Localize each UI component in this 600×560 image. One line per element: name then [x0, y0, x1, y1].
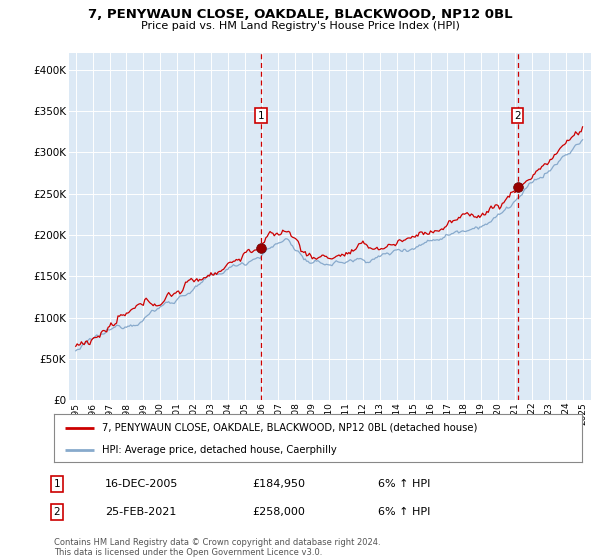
Text: £258,000: £258,000 [252, 507, 305, 517]
Text: 6% ↑ HPI: 6% ↑ HPI [378, 507, 430, 517]
Text: £184,950: £184,950 [252, 479, 305, 489]
Text: 7, PENYWAUN CLOSE, OAKDALE, BLACKWOOD, NP12 0BL (detached house): 7, PENYWAUN CLOSE, OAKDALE, BLACKWOOD, N… [101, 423, 477, 433]
Text: 6% ↑ HPI: 6% ↑ HPI [378, 479, 430, 489]
Text: Contains HM Land Registry data © Crown copyright and database right 2024.
This d: Contains HM Land Registry data © Crown c… [54, 538, 380, 557]
Text: 16-DEC-2005: 16-DEC-2005 [105, 479, 178, 489]
Text: 7, PENYWAUN CLOSE, OAKDALE, BLACKWOOD, NP12 0BL: 7, PENYWAUN CLOSE, OAKDALE, BLACKWOOD, N… [88, 8, 512, 21]
Text: 1: 1 [257, 111, 264, 121]
Text: Price paid vs. HM Land Registry's House Price Index (HPI): Price paid vs. HM Land Registry's House … [140, 21, 460, 31]
Text: HPI: Average price, detached house, Caerphilly: HPI: Average price, detached house, Caer… [101, 445, 336, 455]
Text: 1: 1 [53, 479, 61, 489]
Text: 25-FEB-2021: 25-FEB-2021 [105, 507, 176, 517]
Text: 2: 2 [53, 507, 61, 517]
Text: 2: 2 [514, 111, 521, 121]
